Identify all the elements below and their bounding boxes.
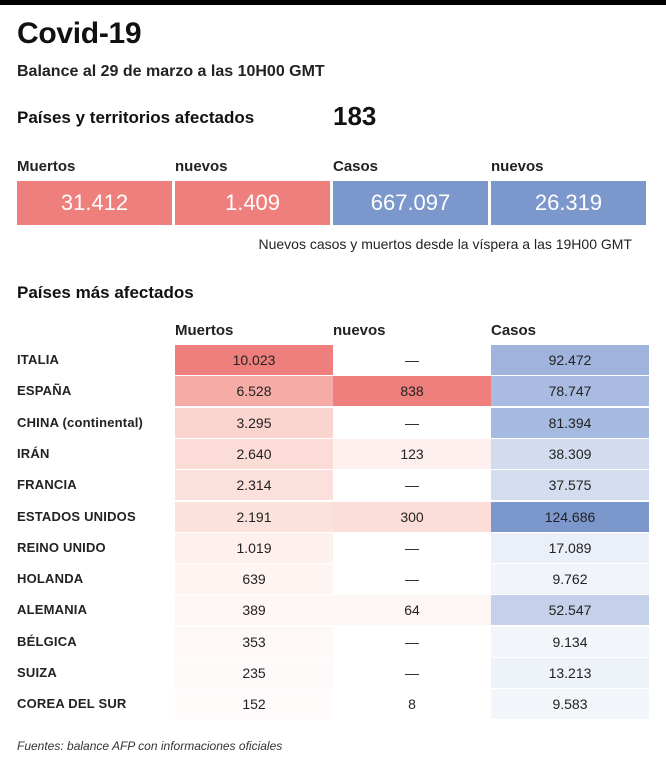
new-deaths-cell: — [333,408,491,438]
section-title: Países más afectados [17,283,194,302]
summary-header-new-deaths: nuevos [175,158,228,175]
country-label: ALEMANIA [17,602,88,617]
country-label: HOLANDA [17,571,84,586]
cases-cell: 9.583 [491,689,649,719]
deaths-cell: 6.528 [175,376,333,406]
cases-cell: 92.472 [491,345,649,375]
cases-cell: 13.213 [491,658,649,688]
deaths-cell: 2.640 [175,439,333,469]
country-label: REINO UNIDO [17,540,106,555]
country-label: FRANCIA [17,477,77,492]
deaths-cell: 1.019 [175,533,333,563]
affected-label: Países y territorios afectados [17,108,255,127]
country-label: ESTADOS UNIDOS [17,509,136,524]
cases-cell: 17.089 [491,533,649,563]
new-deaths-cell: 300 [333,502,491,532]
page-title: Covid-19 [17,17,142,50]
new-deaths-cell: — [333,345,491,375]
cases-cell: 124.686 [491,502,649,532]
column-header-cases: Casos [491,322,537,339]
affected-value: 183 [333,101,377,131]
country-label: CHINA (continental) [17,415,144,430]
deaths-cell: 2.314 [175,470,333,500]
summary-header-new-cases: nuevos [491,158,544,175]
cases-cell: 52.547 [491,595,649,625]
new-deaths-cell: — [333,533,491,563]
summary-box-deaths: 31.412 [17,181,172,225]
cases-cell: 9.134 [491,627,649,657]
page-subtitle: Balance al 29 de marzo a las 10H00 GMT [17,63,325,80]
new-deaths-cell: 838 [333,376,491,406]
deaths-cell: 3.295 [175,408,333,438]
summary-note: Nuevos casos y muertos desde la víspera … [258,236,632,252]
country-label: ITALIA [17,352,60,367]
deaths-cell: 353 [175,627,333,657]
deaths-cell: 152 [175,689,333,719]
deaths-cell: 10.023 [175,345,333,375]
summary-header-cases: Casos [333,158,379,175]
cases-cell: 78.747 [491,376,649,406]
country-label: IRÁN [17,446,50,461]
new-deaths-cell: 123 [333,439,491,469]
summary-header-deaths: Muertos [17,158,76,175]
country-label: ESPAÑA [17,383,72,398]
column-header-new: nuevos [333,322,386,339]
summary-box-cases: 667.097 [333,181,488,225]
cases-cell: 37.575 [491,470,649,500]
deaths-cell: 639 [175,564,333,594]
new-deaths-cell: 64 [333,595,491,625]
cases-cell: 81.394 [491,408,649,438]
new-deaths-cell: — [333,658,491,688]
cases-cell: 38.309 [491,439,649,469]
source-note: Fuentes: balance AFP con informaciones o… [17,739,283,753]
top-rule [0,0,666,5]
summary-box-new-deaths: 1.409 [175,181,330,225]
new-deaths-cell: 8 [333,689,491,719]
deaths-cell: 235 [175,658,333,688]
country-label: BÉLGICA [17,634,77,649]
cases-cell: 9.762 [491,564,649,594]
country-label: SUIZA [17,665,57,680]
country-label: COREA DEL SUR [17,696,127,711]
new-deaths-cell: — [333,564,491,594]
deaths-cell: 2.191 [175,502,333,532]
new-deaths-cell: — [333,627,491,657]
deaths-cell: 389 [175,595,333,625]
summary-box-new-cases: 26.319 [491,181,646,225]
new-deaths-cell: — [333,470,491,500]
column-header-deaths: Muertos [175,322,234,339]
